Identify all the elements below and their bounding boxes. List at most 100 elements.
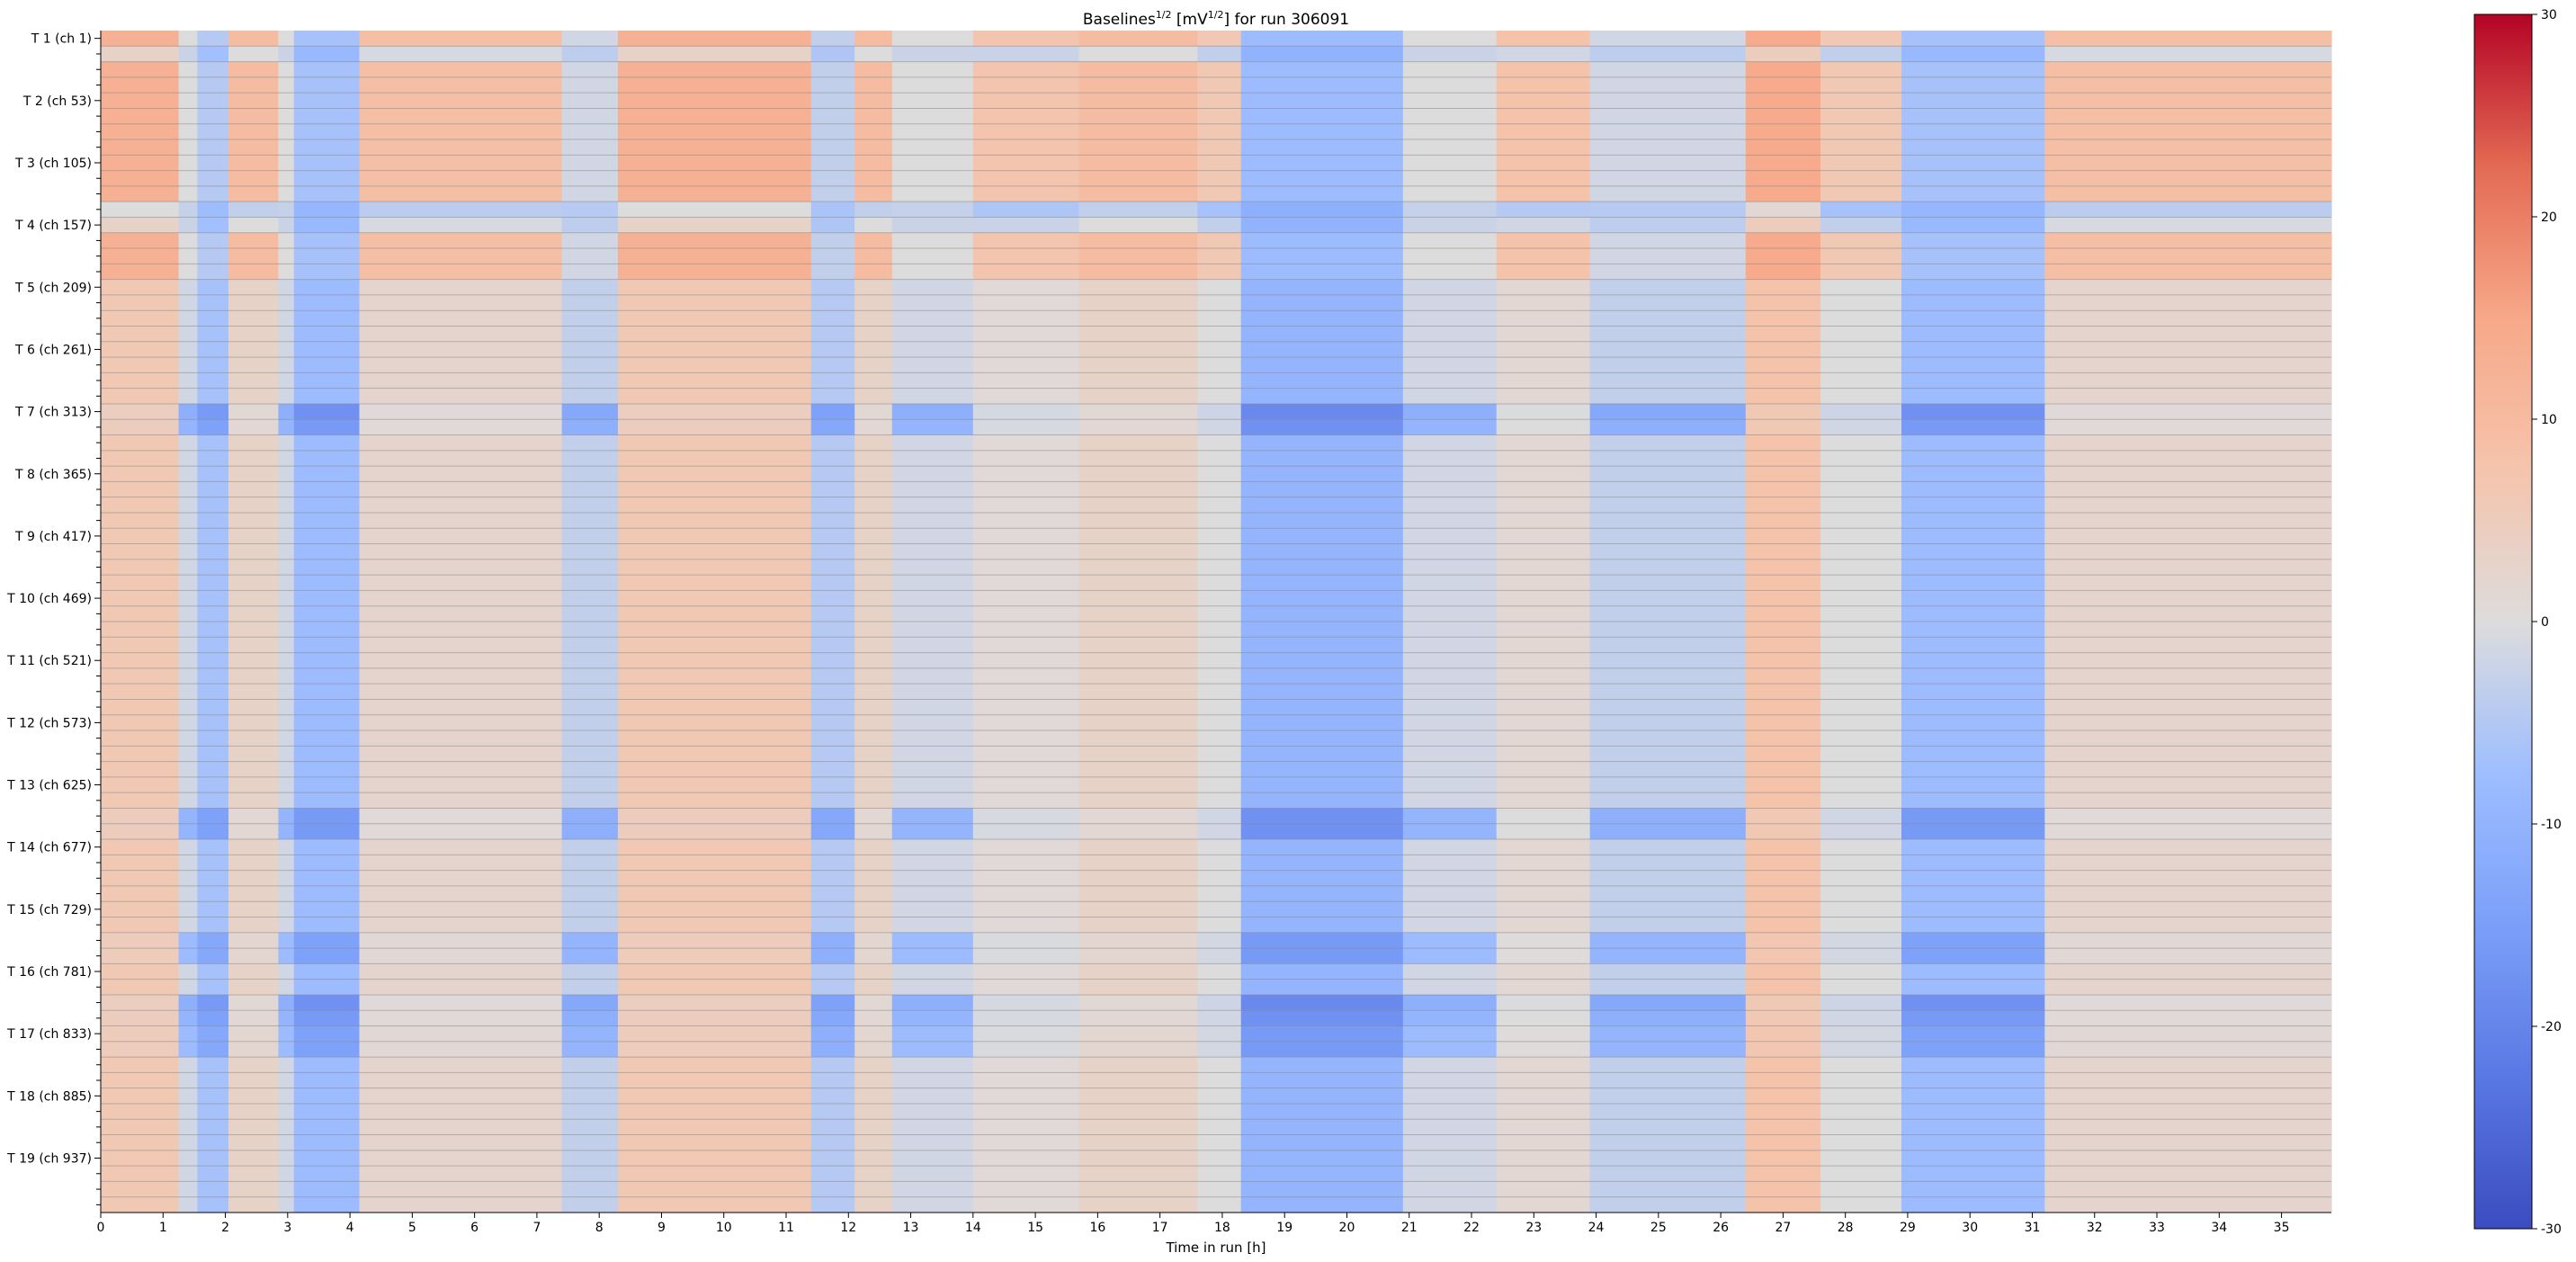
- heatmap-cell: [1496, 1041, 1591, 1058]
- heatmap-cell: [197, 108, 229, 125]
- heatmap-cell: [1745, 1072, 1821, 1089]
- heatmap-cell: [810, 450, 855, 467]
- heatmap-cell: [1240, 622, 1404, 638]
- heatmap-cell: [1745, 590, 1821, 607]
- heatmap-cell: [278, 155, 295, 172]
- heatmap-cell: [197, 76, 229, 94]
- heatmap-cell: [1197, 357, 1242, 373]
- heatmap-cell: [101, 294, 180, 311]
- heatmap-cell: [228, 652, 280, 669]
- heatmap-cell: [1078, 1025, 1198, 1043]
- heatmap-cell: [293, 264, 361, 281]
- heatmap-cell: [617, 108, 812, 125]
- heatmap-cell: [359, 575, 563, 591]
- heatmap-cell: [1197, 1103, 1242, 1120]
- heatmap-cell: [1901, 948, 2045, 964]
- heatmap-cell: [1402, 932, 1498, 949]
- heatmap-cell: [617, 185, 812, 202]
- heatmap-cell: [854, 170, 893, 187]
- heatmap-cell: [359, 31, 563, 47]
- heatmap-cell: [293, 917, 361, 934]
- heatmap-cell: [617, 590, 812, 607]
- heatmap-cell: [178, 201, 198, 218]
- heatmap-cell: [359, 139, 563, 156]
- heatmap-cell: [101, 543, 180, 560]
- heatmap-cell: [1820, 1057, 1902, 1073]
- x-tick-label: 34: [2211, 1221, 2227, 1235]
- heatmap-cell: [178, 622, 198, 638]
- heatmap-cell: [972, 434, 1080, 452]
- heatmap-cell: [810, 901, 855, 917]
- heatmap-cell: [1402, 1087, 1498, 1105]
- heatmap-cell: [810, 855, 855, 872]
- heatmap-cell: [1197, 622, 1242, 638]
- heatmap-cell: [1240, 605, 1404, 622]
- heatmap-cell: [359, 870, 563, 887]
- heatmap-cell: [1078, 139, 1198, 156]
- heatmap-cell: [178, 870, 198, 887]
- heatmap-cell: [197, 885, 229, 902]
- heatmap-cell: [972, 543, 1080, 560]
- heatmap-cell: [228, 761, 280, 778]
- heatmap-cell: [1078, 528, 1198, 545]
- heatmap-cell: [278, 823, 295, 840]
- heatmap-cell: [810, 1010, 855, 1027]
- heatmap-cell: [1240, 1041, 1404, 1058]
- heatmap-cell: [1820, 108, 1902, 125]
- heatmap-cell: [561, 622, 619, 638]
- heatmap-cell: [1901, 1181, 2045, 1198]
- heatmap-cell: [293, 730, 361, 747]
- heatmap-cell: [1820, 590, 1902, 607]
- heatmap-cell: [293, 512, 361, 529]
- heatmap-cell: [617, 46, 812, 63]
- heatmap-cell: [891, 372, 974, 389]
- heatmap-cell: [854, 481, 893, 498]
- heatmap-cell: [891, 155, 974, 172]
- x-tick-label: 5: [408, 1221, 416, 1235]
- heatmap-cell: [1078, 46, 1198, 63]
- heatmap-cell: [1745, 512, 1821, 529]
- row-separators: [101, 45, 2331, 1198]
- heatmap-cell: [197, 419, 229, 436]
- heatmap-cell: [1820, 388, 1902, 405]
- heatmap-cell: [1589, 1181, 1747, 1198]
- heatmap-cell: [810, 93, 855, 109]
- heatmap-cell: [359, 1041, 563, 1058]
- heatmap-cell: [101, 326, 180, 343]
- heatmap-cell: [1901, 1119, 2045, 1136]
- heatmap-cell: [972, 1196, 1080, 1213]
- heatmap-cell: [1745, 76, 1821, 94]
- heatmap-cell: [1820, 901, 1902, 917]
- heatmap-cell: [854, 1057, 893, 1073]
- heatmap-cell: [101, 901, 180, 917]
- heatmap-cell: [1240, 497, 1404, 514]
- heatmap-cell: [1496, 294, 1591, 311]
- heatmap-cell: [1078, 372, 1198, 389]
- heatmap-cell: [561, 1025, 619, 1043]
- heatmap-cell: [197, 839, 229, 855]
- heatmap-cell: [1197, 1150, 1242, 1167]
- heatmap-cell: [1496, 746, 1591, 763]
- heatmap-cell: [1589, 1150, 1747, 1167]
- heatmap-cell: [972, 808, 1080, 825]
- heatmap-cell: [617, 481, 812, 498]
- heatmap-cell: [1820, 357, 1902, 373]
- y-tick-label: T 6 (ch 261): [14, 343, 92, 357]
- heatmap-cell: [1197, 1057, 1242, 1073]
- heatmap-cell: [178, 730, 198, 747]
- heatmap-cell: [1820, 1010, 1902, 1027]
- x-tick-label: 19: [1276, 1221, 1292, 1235]
- heatmap-cell: [178, 575, 198, 591]
- heatmap-cell: [2044, 512, 2332, 529]
- heatmap-cell: [101, 792, 180, 809]
- heatmap-cell: [2044, 31, 2332, 47]
- heatmap-cell: [891, 528, 974, 545]
- heatmap-cell: [561, 232, 619, 249]
- heatmap-cell: [293, 761, 361, 778]
- heatmap-cell: [1496, 948, 1591, 964]
- heatmap-cell: [197, 512, 229, 529]
- heatmap-cell: [617, 746, 812, 763]
- heatmap-cell: [617, 792, 812, 809]
- heatmap-cell: [228, 108, 280, 125]
- heatmap-cell: [810, 637, 855, 654]
